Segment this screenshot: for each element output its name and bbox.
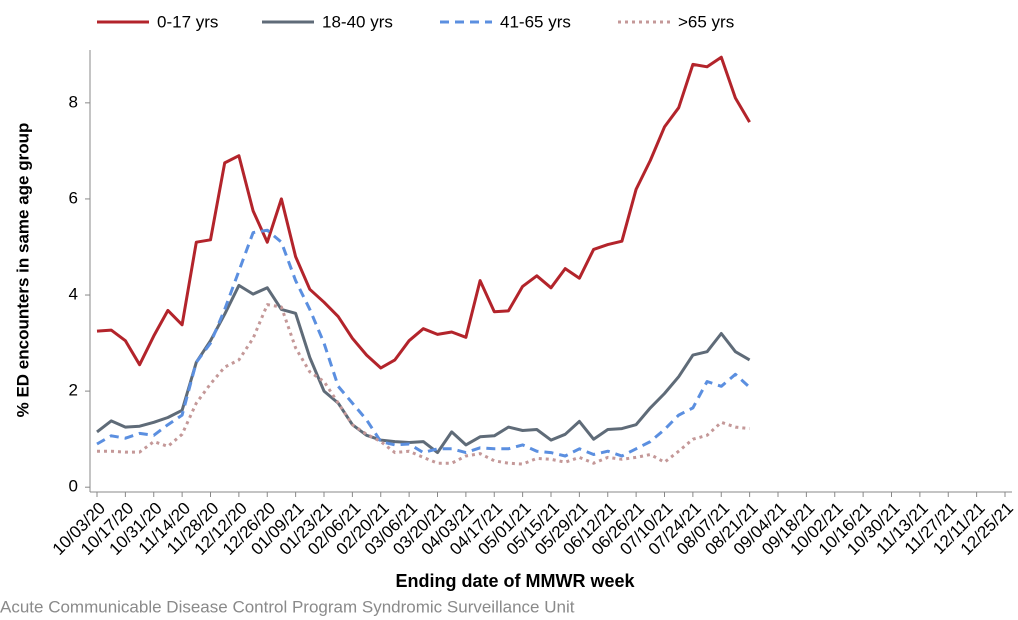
series-line bbox=[96, 228, 751, 458]
y-tick-label: 2 bbox=[69, 381, 78, 400]
series-line bbox=[96, 55, 751, 370]
legend-label: >65 yrs bbox=[678, 12, 734, 31]
y-axis-title: % ED encounters in same age group bbox=[13, 123, 32, 418]
x-axis-title: Ending date of MMWR week bbox=[395, 571, 635, 591]
y-tick-label: 4 bbox=[69, 285, 78, 304]
y-tick-label: 8 bbox=[69, 92, 78, 111]
legend-label: 18-40 yrs bbox=[322, 12, 393, 31]
y-tick-label: 6 bbox=[69, 188, 78, 207]
series-line bbox=[97, 303, 750, 466]
legend-label: 0-17 yrs bbox=[157, 12, 218, 31]
y-tick-label: 0 bbox=[69, 477, 78, 496]
legend-label: 41-65 yrs bbox=[500, 12, 571, 31]
source-note: Acute Communicable Disease Control Progr… bbox=[0, 597, 575, 616]
